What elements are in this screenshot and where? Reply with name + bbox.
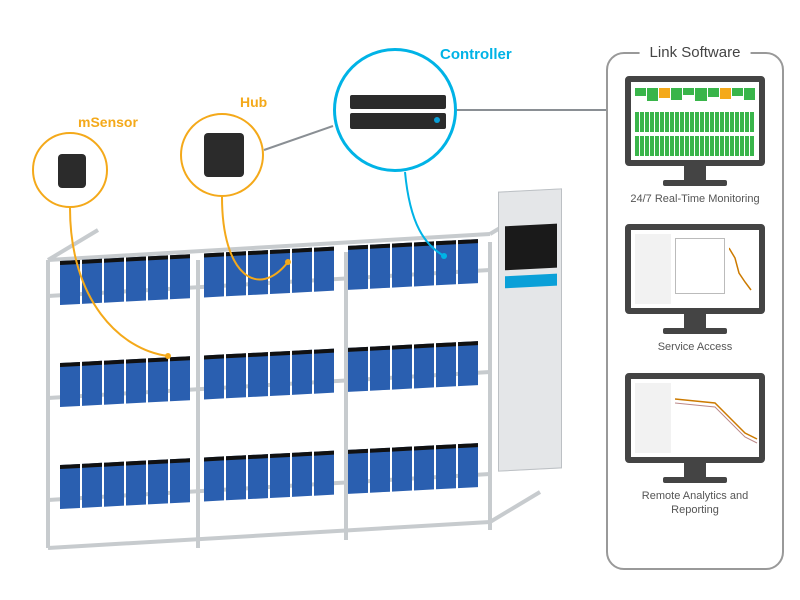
monitor-1: 24/7 Real-Time Monitoring: [618, 76, 772, 206]
monitor-3-caption: Remote Analytics and Reporting: [618, 489, 772, 518]
monitor-1-caption: 24/7 Real-Time Monitoring: [618, 192, 772, 206]
msensor-circle: [32, 132, 108, 208]
hub-label: Hub: [240, 94, 267, 110]
side-cabinet: [498, 188, 562, 471]
controller-device2-icon: [350, 113, 446, 129]
controller-circle: [333, 48, 457, 172]
msensor-label: mSensor: [78, 114, 138, 130]
link-software-panel: Link Software 24/7 Real-Time Monitoring: [606, 52, 784, 570]
msensor-device-icon: [58, 154, 86, 188]
monitor-2-caption: Service Access: [618, 340, 772, 354]
monitor-2: Service Access: [618, 224, 772, 354]
hub-device-icon: [204, 133, 244, 177]
controller-device-icon: [350, 95, 446, 109]
monitor-3: Remote Analytics and Reporting: [618, 373, 772, 518]
hub-circle: [180, 113, 264, 197]
link-software-title: Link Software: [640, 44, 751, 61]
controller-label: Controller: [440, 46, 512, 63]
